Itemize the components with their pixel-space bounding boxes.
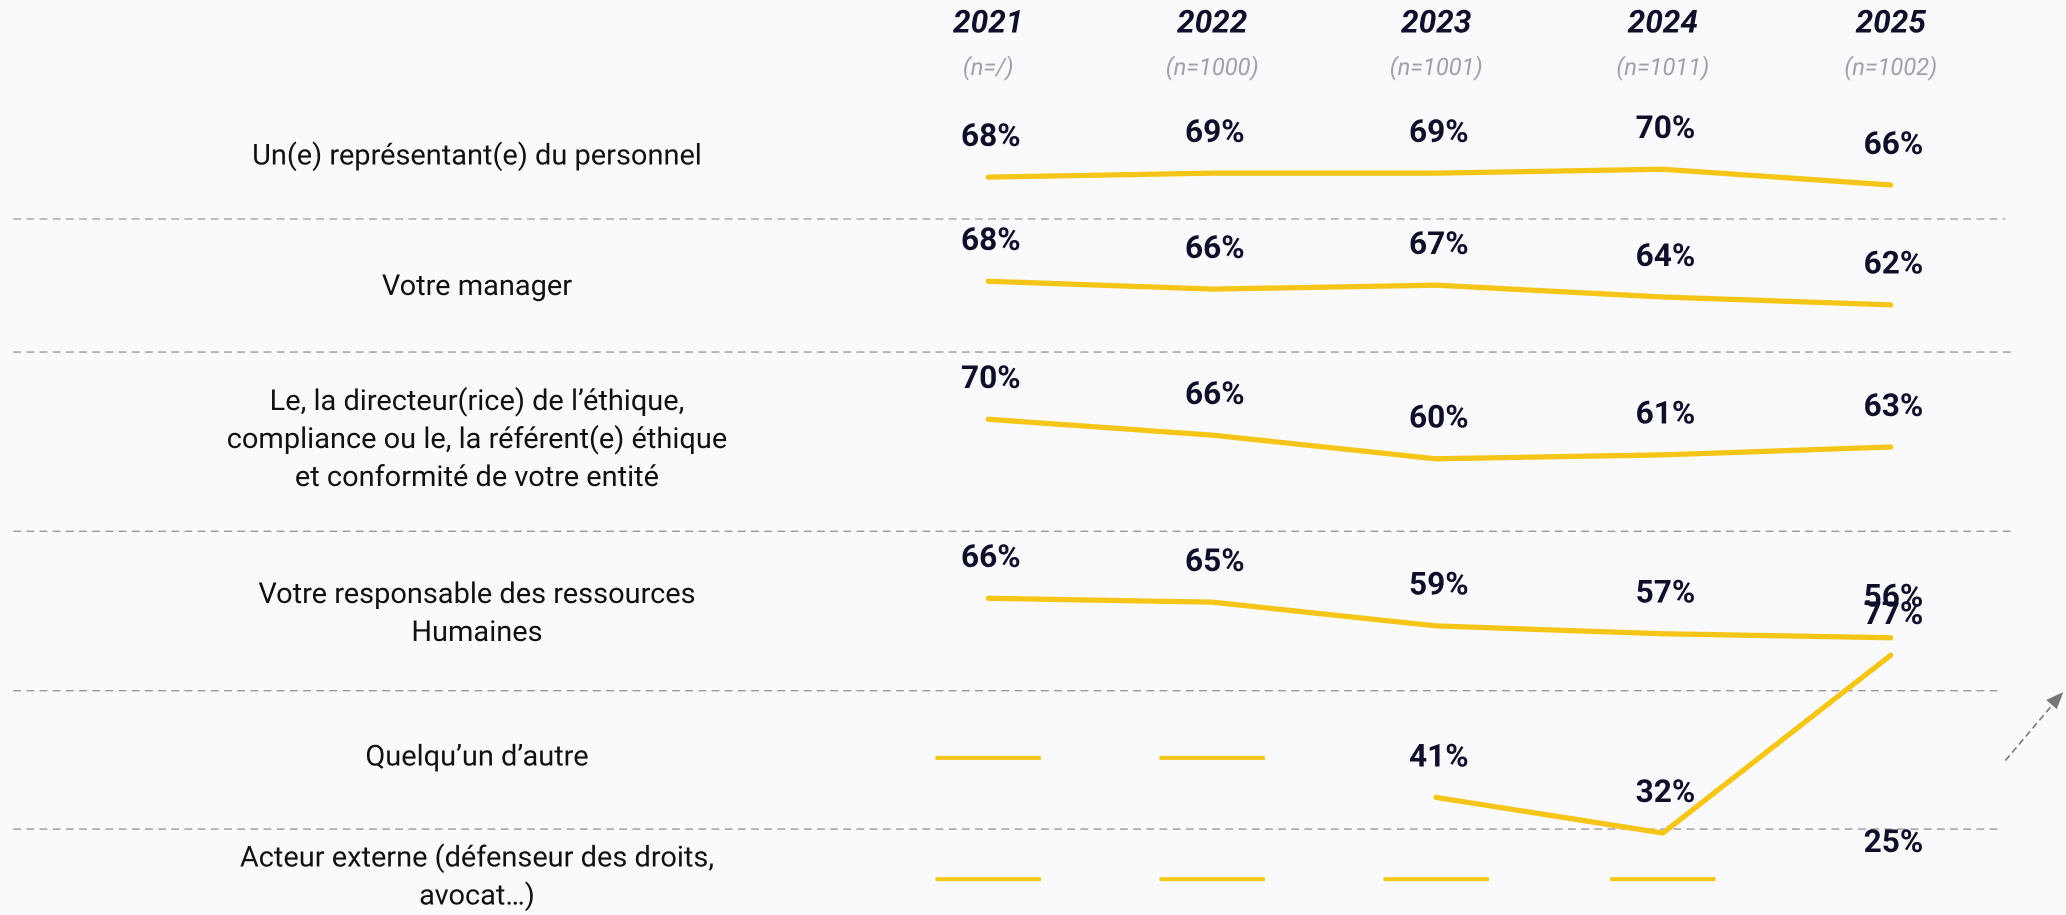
sample-size: (n=/) <box>963 53 1014 81</box>
value-label: 70% <box>1636 109 1696 146</box>
value-label: 66% <box>1185 229 1245 266</box>
sample-size: (n=1011) <box>1616 53 1709 81</box>
sample-size: (n=1002) <box>1844 53 1937 81</box>
value-label: 59% <box>1409 566 1469 603</box>
value-label: 66% <box>1185 375 1245 412</box>
value-label: 69% <box>1409 113 1469 150</box>
row-label: Votre responsable des ressources <box>258 577 695 611</box>
value-label: 68% <box>961 221 1021 258</box>
row-label: Quelqu’un d’autre <box>365 740 588 774</box>
trend-line <box>985 595 1894 641</box>
value-label: 68% <box>961 117 1021 154</box>
trend-line <box>985 416 1894 462</box>
value-label: 62% <box>1864 245 1924 282</box>
sample-size: (n=1001) <box>1390 53 1483 81</box>
value-label: 63% <box>1864 387 1924 424</box>
value-label: 56% <box>1864 578 1924 615</box>
row-label: avocat…) <box>419 879 535 913</box>
value-label: 70% <box>961 359 1021 396</box>
value-label: 64% <box>1636 237 1696 274</box>
value-label: 67% <box>1409 225 1469 262</box>
value-label: 60% <box>1409 399 1469 436</box>
value-label: 57% <box>1636 574 1696 611</box>
row-label: Le, la directeur(rice) de l’éthique, <box>270 384 685 418</box>
sample-size: (n=1000) <box>1166 53 1259 81</box>
trend-line <box>985 278 1894 308</box>
value-label: 69% <box>1185 113 1245 150</box>
year-header: 2023 <box>1401 3 1472 40</box>
row-label: Humaines <box>411 615 542 649</box>
row-label: Un(e) représentant(e) du personnel <box>252 139 702 173</box>
trend-line <box>1433 652 1894 836</box>
row-label: Votre manager <box>382 269 572 303</box>
row-label: Acteur externe (défenseur des droits, <box>240 840 714 874</box>
row-label: et conformité de votre entité <box>295 460 659 494</box>
arrow <box>2004 692 2064 762</box>
value-label: 25% <box>1864 823 1924 860</box>
value-label: 66% <box>1864 125 1924 162</box>
row-label: compliance ou le, la référent(e) éthique <box>227 422 727 456</box>
value-label: 61% <box>1636 395 1696 432</box>
value-label: 77% <box>1864 595 1924 632</box>
separators <box>13 218 2011 830</box>
value-label: 41% <box>1409 737 1469 774</box>
trend-line <box>985 166 1894 188</box>
value-label: 65% <box>1185 542 1245 579</box>
year-header: 2021 <box>953 3 1023 40</box>
value-label: 32% <box>1636 773 1696 810</box>
year-header: 2025 <box>1856 3 1927 40</box>
year-header: 2022 <box>1177 3 1248 40</box>
year-header: 2024 <box>1628 3 1698 40</box>
value-label: 66% <box>961 538 1021 575</box>
